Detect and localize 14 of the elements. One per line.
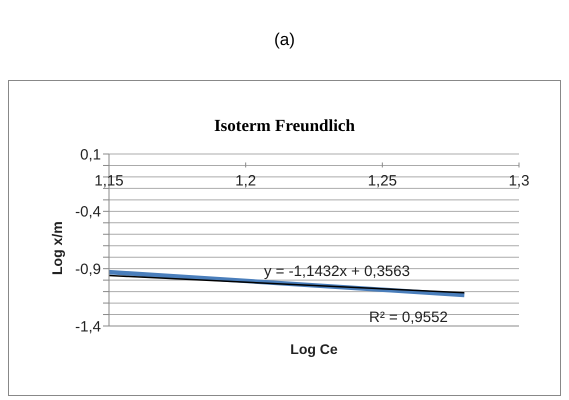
chart-title: (a) — [273, 30, 296, 50]
x-tick-label: 1,2 — [235, 172, 256, 190]
y-tick-label: -0,4 — [75, 204, 101, 221]
x-tick-label: 1,3 — [508, 172, 530, 190]
x-tick-label: 1,15 — [94, 172, 124, 190]
annotation: R² = 0,9552 — [369, 309, 448, 326]
y-axis-title: Log x/m — [48, 221, 65, 275]
y-tick-label: -0,9 — [75, 260, 101, 278]
x-axis-title: Log Ce — [290, 341, 338, 357]
chart-subtitle: Isoterm Freundlich — [213, 116, 356, 136]
annotation: y = -1,1432x + 0,3563 — [264, 263, 410, 280]
x-tick-label: 1,25 — [368, 172, 397, 190]
y-tick-label: 0,1 — [80, 146, 101, 164]
y-tick-label: -1,4 — [75, 318, 101, 336]
